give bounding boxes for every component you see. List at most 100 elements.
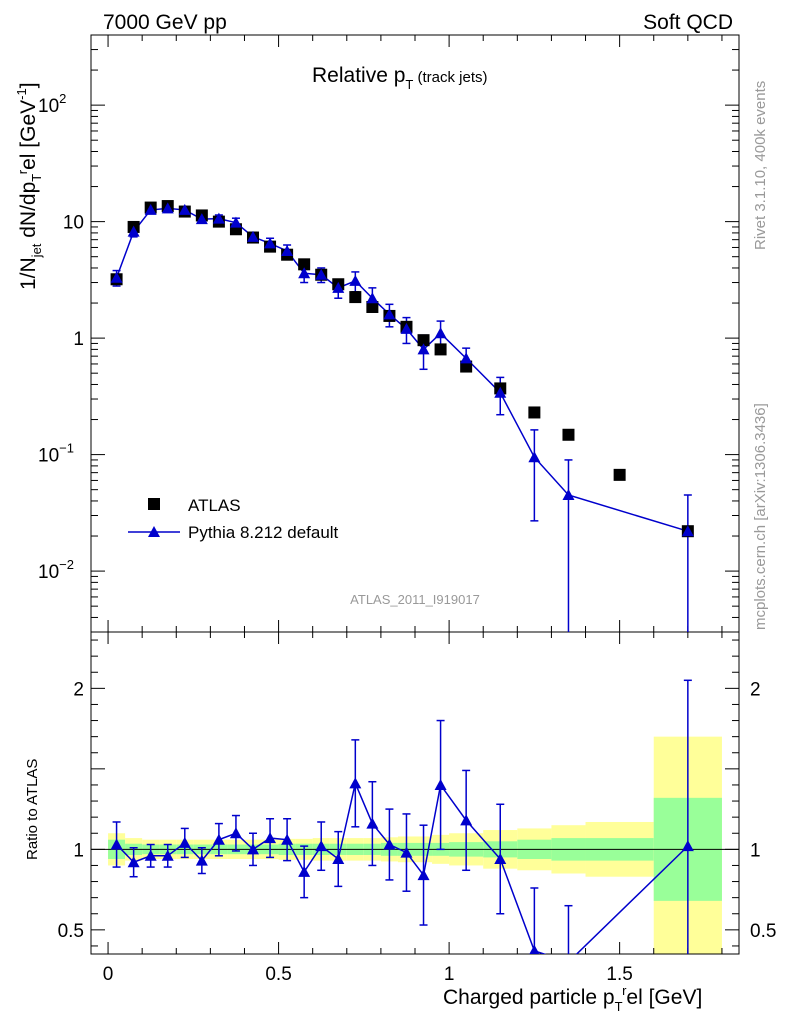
ylabel-b: dN/dp — [17, 182, 40, 244]
ratio-tick-label-left: 2 — [73, 679, 84, 700]
ratio-tick-label-right: 0.5 — [750, 921, 776, 942]
pythia-ratio-point — [144, 849, 157, 861]
y-tick-label-base: 10 — [38, 446, 59, 467]
atlas-data-point — [417, 334, 430, 347]
pythia-data-point — [247, 230, 259, 242]
pythia-ratio-point — [161, 849, 174, 861]
atlas-data-point — [562, 428, 575, 441]
atlas-data-point — [349, 291, 362, 304]
ratio-tick-label-left: 0.5 — [58, 921, 84, 942]
xlabel-b: el [GeV] — [626, 986, 702, 1009]
main-plot-frame — [90, 34, 740, 633]
y-tick-label-exponent: −2 — [59, 557, 74, 572]
y-tick-label: 10 — [63, 213, 84, 234]
pythia-data-point — [298, 267, 311, 279]
pythia-ratio-point — [681, 840, 694, 852]
pythia-data-point — [264, 237, 277, 249]
pythia-data-point — [383, 308, 396, 320]
atlas-data-point — [528, 406, 541, 419]
pythia-ratio-point — [298, 865, 311, 877]
ylabel-b-sup: r — [15, 169, 30, 174]
analysis-label: ATLAS_2011_I919017 — [350, 592, 480, 607]
ratio-y-axis-label: Ratio to ATLAS — [24, 759, 41, 860]
plot-title-sub: T — [405, 77, 413, 92]
pythia-data-point — [178, 203, 191, 215]
pythia-ratio-point — [332, 853, 345, 865]
pythia-data-point — [460, 352, 473, 364]
xlabel-a-sub: T — [615, 999, 623, 1014]
ylabel-d: ] — [17, 82, 40, 88]
pythia-data-point — [229, 216, 242, 228]
pythia-data-point — [349, 274, 362, 286]
pythia-ratio-point — [264, 832, 277, 844]
pythia-data-point — [528, 451, 541, 463]
y-tick-label-exponent: −1 — [59, 441, 74, 456]
pythia-data-point — [110, 271, 123, 283]
ylabel-b-sub: T — [29, 174, 44, 182]
pythia-data-point — [281, 244, 294, 256]
y-tick-label-base: 10 — [38, 562, 59, 583]
x-tick-label: 0 — [103, 964, 114, 985]
pythia-data-point — [195, 213, 208, 225]
plot-title-main: Relative p — [312, 64, 405, 87]
pythia-data-point — [494, 386, 507, 398]
pythia-data-point — [212, 212, 225, 224]
legend-pythia-marker — [148, 526, 160, 537]
pythia-line — [115, 207, 689, 532]
atlas-data-point — [298, 258, 311, 271]
ylabel-a: 1/N — [17, 257, 40, 290]
y-tick-label-exponent: 2 — [59, 91, 66, 106]
pythia-ratio-point — [110, 838, 123, 850]
ylabel-c-sup: -1 — [14, 88, 29, 100]
ratio-tick-label-right: 2 — [750, 679, 761, 700]
pythia-data-point — [315, 268, 328, 280]
y-tick-label: 10−1 — [38, 441, 74, 467]
legend-atlas-marker — [148, 498, 160, 510]
pythia-data-point — [434, 327, 447, 339]
y-tick-label: 1 — [73, 329, 84, 350]
y-tick-label: 102 — [38, 91, 66, 117]
pythia-ratio-point — [434, 778, 447, 790]
header-right: Soft QCD — [643, 11, 733, 34]
mcplots-label: mcplots.cern.ch [arXiv:1306.3436] — [752, 403, 769, 630]
ylabel-c: el [GeV — [17, 100, 40, 170]
pythia-ratio-point — [460, 814, 473, 826]
atlas-data-point — [613, 468, 626, 481]
pythia-ratio-point — [281, 833, 294, 845]
pythia-ratio-point — [562, 956, 574, 967]
xlabel-a-sup: r — [622, 983, 627, 998]
y-tick-label-base: 1 — [73, 329, 84, 350]
pythia-ratio-point — [127, 856, 140, 868]
pythia-data-point — [366, 292, 379, 304]
main-y-axis-label: 1/Njet dN/dpTrel [GeV-1] — [14, 82, 44, 290]
atlas-data-point — [366, 300, 379, 313]
pythia-ratio-point — [349, 777, 362, 789]
axis-ticks — [91, 34, 739, 954]
y-tick-label: 10−2 — [38, 557, 74, 583]
pythia-ratio-point — [383, 838, 396, 850]
x-tick-label: 0.5 — [265, 964, 291, 985]
x-tick-label: 1.5 — [606, 964, 632, 985]
pythia-ratio-point — [400, 846, 413, 858]
pythia-data-point — [400, 322, 413, 334]
ratio-clipped-group — [110, 679, 694, 967]
xlabel-a: Charged particle p — [443, 986, 615, 1009]
ratio-plot-frame — [90, 631, 740, 955]
legend-pythia-label: Pythia 8.212 default — [188, 523, 339, 542]
y-tick-label-base: 10 — [63, 213, 84, 234]
pythia-data-point — [127, 225, 140, 237]
pythia-data-point — [562, 488, 575, 500]
pythia-ratio-point — [315, 840, 328, 852]
pythia-ratio-point — [417, 869, 430, 881]
pythia-data-point — [417, 343, 430, 355]
ratio-tick-label-right: 1 — [750, 840, 761, 861]
rivet-version-label: Rivet 3.1.10, 400k events — [752, 81, 769, 250]
header-left: 7000 GeV pp — [103, 11, 227, 34]
plot-title-suffix: (track jets) — [413, 69, 487, 86]
pythia-ratio-point — [529, 944, 540, 954]
pythia-ratio-point — [229, 827, 242, 839]
pythia-data-point — [144, 203, 157, 215]
legend-atlas-label: ATLAS — [188, 496, 241, 515]
